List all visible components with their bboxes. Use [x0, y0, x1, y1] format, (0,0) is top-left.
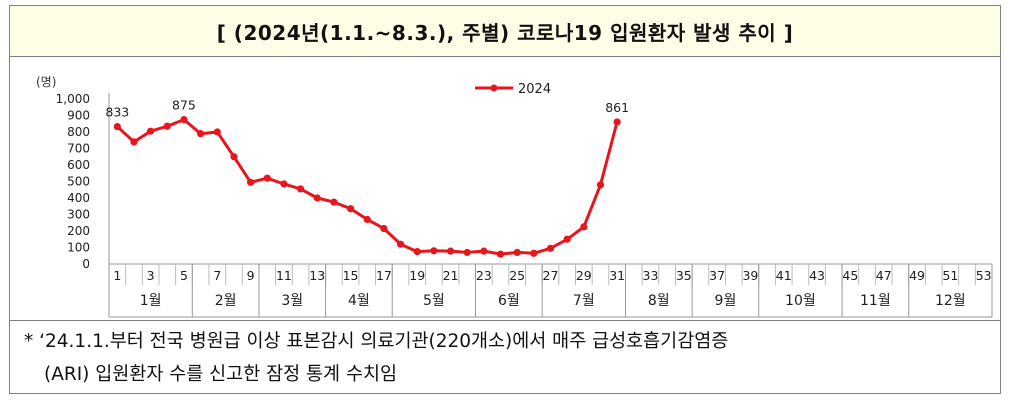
- x-tick-label: 11: [276, 268, 292, 283]
- data-point: [513, 248, 521, 257]
- month-label: 4월: [348, 293, 370, 309]
- x-tick-label: 1: [113, 268, 121, 283]
- data-point: [197, 130, 205, 138]
- y-tick-label: 400: [67, 191, 90, 205]
- chart-frame: [ (2024년(1.1.~8.3.), 주별) 코로나19 입원환자 발생 추…: [9, 5, 1001, 394]
- data-point: [363, 215, 371, 224]
- data-point: [396, 240, 405, 248]
- x-tick-label: 45: [842, 268, 858, 283]
- data-point: [346, 205, 355, 213]
- title-bar: [ (2024년(1.1.~8.3.), 주별) 코로나19 입원환자 발생 추…: [10, 6, 1000, 57]
- x-tick-label: 23: [476, 268, 492, 283]
- month-label: 8월: [648, 293, 670, 309]
- series-line-2024: [116, 118, 619, 256]
- x-tick-label: 25: [509, 268, 525, 283]
- x-tick-label: 7: [213, 268, 221, 283]
- x-tick-label: 29: [576, 268, 592, 283]
- x-tick-label: 33: [643, 268, 659, 283]
- data-point: [180, 116, 188, 124]
- data-point: [480, 247, 488, 255]
- month-label: 11월: [860, 293, 891, 309]
- x-tick-label: 37: [709, 268, 725, 283]
- month-label: 9월: [715, 293, 737, 309]
- data-point: [330, 198, 338, 206]
- month-label: 6월: [498, 293, 520, 309]
- data-point: [546, 244, 555, 252]
- legend-marker: [490, 84, 498, 92]
- month-label: 12월: [935, 293, 966, 309]
- y-tick-label: 500: [67, 175, 90, 189]
- footnote: * ‘24.1.1.부터 전국 병원급 이상 표본감시 의료기관(220개소)에…: [10, 320, 1000, 394]
- data-label: 861: [605, 100, 629, 115]
- x-tick-label: 47: [876, 268, 892, 283]
- footnote-line-2: (ARI) 입원환자 수를 신고한 잠정 통계 수치임: [44, 364, 398, 385]
- month-label: 3월: [281, 293, 303, 309]
- data-point: [446, 247, 455, 255]
- data-point: [163, 122, 171, 130]
- x-tick-label: 43: [809, 268, 825, 283]
- chart-title: [ (2024년(1.1.~8.3.), 주별) 코로나19 입원환자 발생 추…: [216, 20, 794, 45]
- month-label: 7월: [573, 293, 595, 309]
- data-point: [296, 185, 305, 193]
- x-tick-label: 13: [309, 268, 325, 283]
- y-axis-unit-label: (명): [36, 75, 56, 89]
- month-label: 1월: [140, 293, 162, 309]
- data-point: [496, 250, 505, 258]
- y-tick-label: 800: [67, 125, 90, 139]
- x-tick-label: 35: [676, 268, 692, 283]
- data-point: [147, 127, 155, 135]
- x-tick-label: 17: [376, 268, 392, 283]
- chart-area: (명) 0 100 200 300 400 500 600 700 800 900 1,000 1 3 5 7…: [10, 57, 1000, 320]
- y-tick-label: 300: [67, 208, 90, 222]
- month-label: 5월: [423, 293, 445, 309]
- data-point: [380, 224, 388, 233]
- x-tick-label: 15: [343, 268, 359, 283]
- y-tick-label: 900: [67, 109, 90, 123]
- data-label: 875: [172, 98, 196, 113]
- x-tick-label: 49: [909, 268, 925, 283]
- x-tick-label: 3: [147, 268, 155, 283]
- x-tick-label: 5: [180, 268, 188, 283]
- x-tick-label: 39: [742, 268, 758, 283]
- x-tick-label: 9: [247, 268, 255, 283]
- data-point: [463, 248, 471, 257]
- data-point: [596, 181, 605, 189]
- data-label: 833: [105, 105, 129, 120]
- legend-label: 2024: [518, 82, 551, 97]
- x-tick-label: 19: [409, 268, 425, 283]
- x-tick-label: 31: [609, 268, 625, 283]
- data-point: [613, 118, 621, 126]
- x-tick-label: 51: [942, 268, 958, 283]
- footnote-line-1: * ‘24.1.1.부터 전국 병원급 이상 표본감시 의료기관(220개소)에…: [24, 331, 729, 352]
- x-tick-label: 21: [443, 268, 459, 283]
- x-tick-label: 53: [976, 268, 992, 283]
- y-tick-label: 1,000: [56, 92, 90, 106]
- month-label: 2월: [215, 293, 237, 309]
- data-point: [530, 249, 538, 257]
- x-tick-label: 41: [776, 268, 792, 283]
- data-point: [280, 180, 288, 188]
- y-tick-label: 0: [82, 257, 90, 271]
- x-tick-label: 27: [543, 268, 559, 283]
- data-point: [413, 248, 421, 256]
- y-tick-label: 100: [67, 241, 90, 255]
- data-point: [430, 247, 438, 255]
- data-point: [563, 235, 571, 243]
- y-tick-label: 200: [67, 224, 90, 238]
- data-point: [580, 223, 588, 231]
- data-point: [130, 138, 138, 146]
- data-point: [247, 178, 255, 186]
- data-point: [230, 153, 238, 161]
- y-tick-label: 600: [67, 158, 90, 172]
- data-point: [313, 194, 321, 202]
- month-label: 10월: [785, 293, 816, 309]
- data-point: [113, 122, 121, 131]
- y-tick-label: 700: [67, 142, 90, 156]
- data-point: [263, 174, 271, 182]
- data-point: [213, 128, 221, 136]
